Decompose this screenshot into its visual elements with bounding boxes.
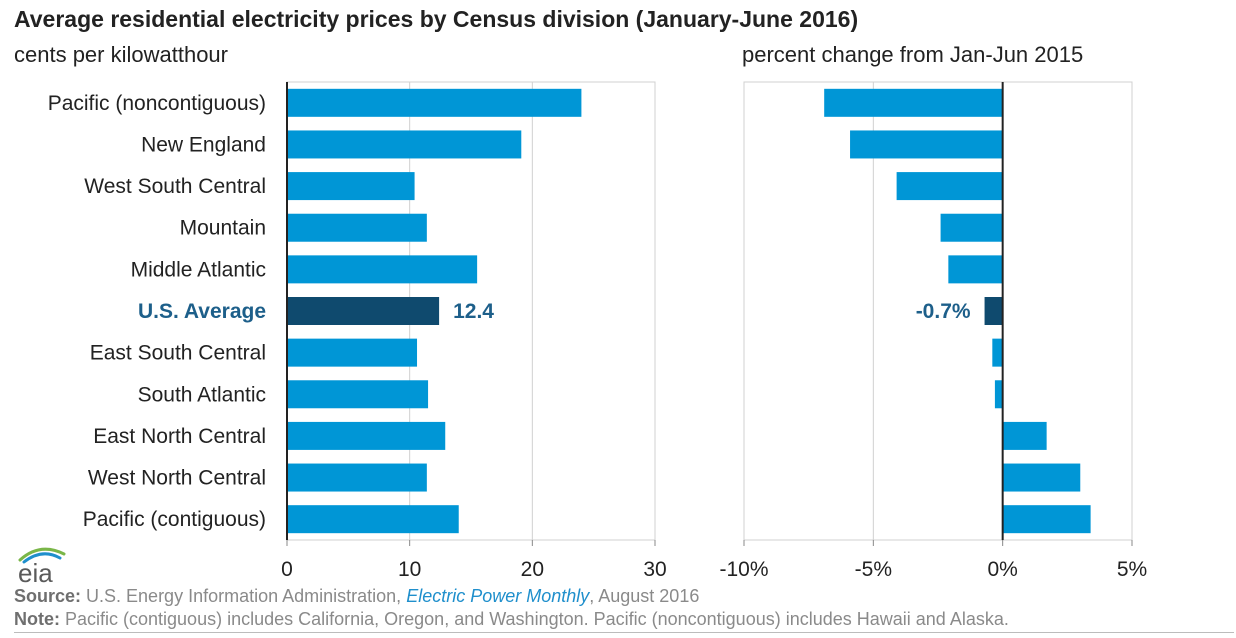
right-bar (824, 88, 1003, 117)
left-tick-label: 30 (643, 558, 666, 581)
right-bar (1002, 421, 1047, 450)
left-data-label: 12.4 (453, 300, 494, 323)
category-label: New England (141, 133, 266, 156)
bottom-divider (14, 632, 1234, 633)
source-publication-link[interactable]: Electric Power Monthly (406, 586, 590, 606)
right-bar (896, 172, 1003, 201)
source-text-1: U.S. Energy Information Administration, (81, 586, 407, 606)
left-bar (287, 88, 582, 117)
left-bar (287, 421, 446, 450)
right-bar (940, 213, 1003, 242)
source-text-2: , August 2016 (589, 586, 700, 606)
left-bar (287, 380, 429, 409)
left-bar (287, 297, 440, 325)
chart-title: Average residential electricity prices b… (14, 6, 859, 32)
category-label: Middle Atlantic (131, 258, 266, 281)
left-tick-label: 0 (281, 558, 293, 581)
category-label: West South Central (84, 175, 266, 198)
left-bar (287, 505, 459, 534)
category-label: South Atlantic (138, 383, 266, 406)
right-tick-label: -10% (719, 558, 768, 581)
category-label: East North Central (93, 425, 266, 448)
category-label: East South Central (90, 342, 266, 365)
category-label: Pacific (noncontiguous) (48, 92, 266, 115)
left-bar (287, 130, 522, 159)
right-tick-label: 0% (987, 558, 1017, 581)
category-label: Mountain (180, 217, 266, 240)
right-panel-subtitle: percent change from Jan-Jun 2015 (742, 42, 1084, 67)
left-panel-subtitle: cents per kilowatthour (14, 42, 228, 67)
right-data-label: -0.7% (916, 300, 971, 323)
category-label: Pacific (contiguous) (83, 508, 266, 531)
eia-logo-arc-1 (18, 547, 66, 562)
eia-logo-arc-2 (22, 552, 62, 564)
right-bar (850, 130, 1003, 159)
right-bar (994, 380, 1003, 409)
right-bar (984, 297, 1003, 325)
right-tick-label: -5% (855, 558, 892, 581)
left-tick-label: 10 (398, 558, 421, 581)
left-tick-label: 20 (521, 558, 544, 581)
right-bar (948, 255, 1003, 284)
eia-logo: eia (18, 547, 66, 586)
category-label: U.S. Average (138, 300, 266, 323)
right-panel: -0.7% -10% -5% 0% 5% (719, 81, 1147, 581)
left-bar (287, 255, 478, 284)
eia-logo-text: eia (18, 558, 53, 586)
right-bar (992, 338, 1003, 367)
note-label: Note: (14, 609, 60, 629)
footnote: Note: Pacific (contiguous) includes Cali… (14, 609, 1009, 630)
source-label: Source: (14, 586, 82, 606)
left-panel: Pacific (noncontiguous) New England West S… (48, 81, 667, 581)
left-bar (287, 213, 427, 242)
note-text: Pacific (contiguous) includes California… (60, 609, 1009, 629)
source-note: Source: U.S. Energy Information Administ… (14, 586, 699, 607)
right-bar (1002, 463, 1081, 492)
left-bar (287, 463, 427, 492)
category-label: West North Central (88, 467, 266, 490)
right-tick-label: 5% (1117, 558, 1147, 581)
left-bar (287, 338, 418, 367)
left-bar (287, 172, 415, 201)
right-plot-frame (743, 81, 1133, 541)
right-bar (1002, 505, 1091, 534)
